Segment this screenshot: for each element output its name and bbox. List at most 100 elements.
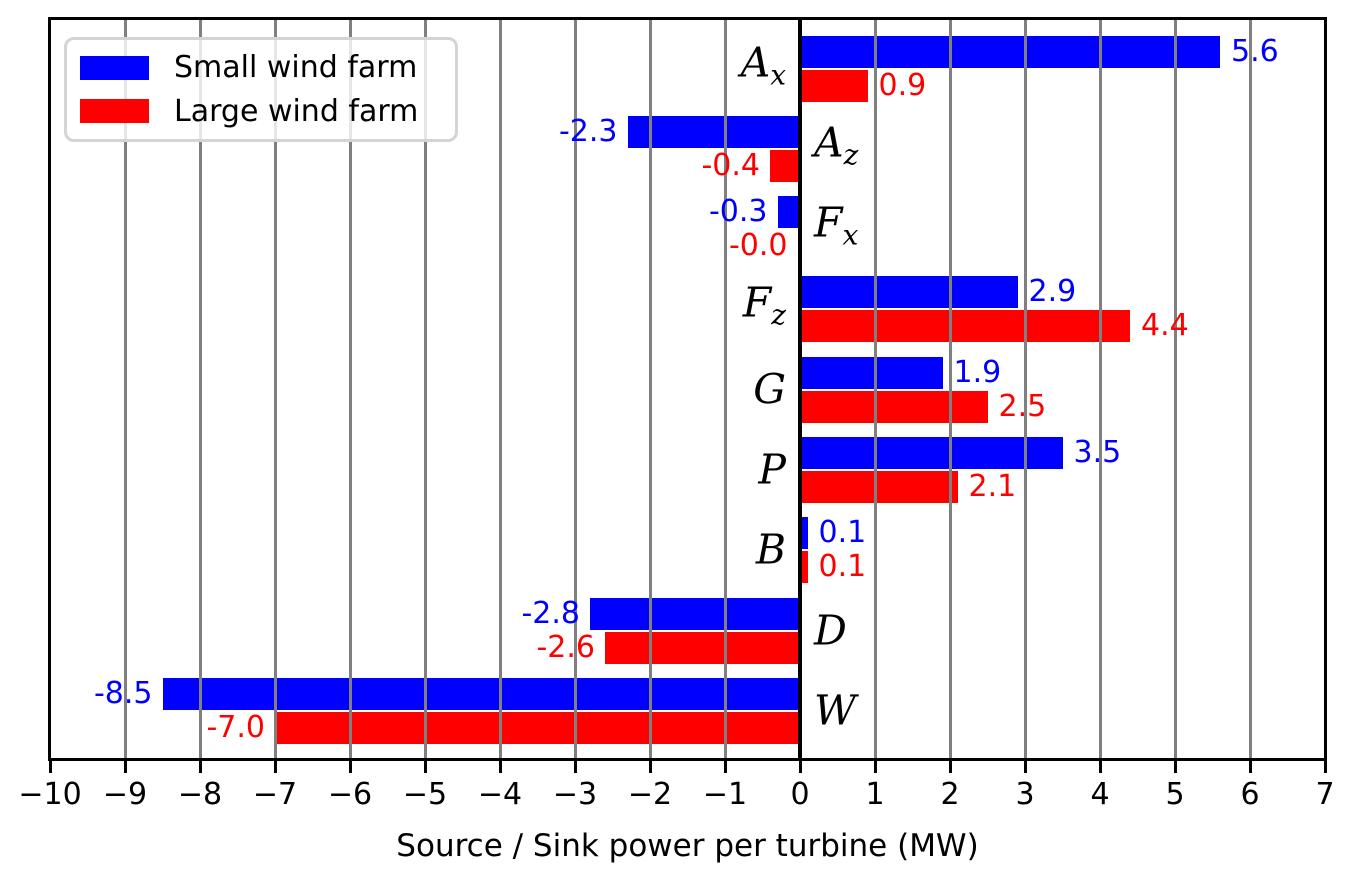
- value-label-small-D: -2.8: [521, 595, 580, 631]
- x-tick--2: [648, 761, 652, 773]
- x-tick--6: [348, 761, 352, 773]
- x-tick--8: [198, 761, 202, 773]
- gridline-6: [1248, 20, 1252, 758]
- category-label-B: B: [755, 525, 786, 574]
- value-label-large-A_z: -0.4: [701, 147, 760, 183]
- value-label-large-F_z: 4.4: [1141, 308, 1189, 344]
- x-tick--4: [498, 761, 502, 773]
- category-subscript: x: [770, 58, 786, 91]
- bar-large-B: [800, 551, 808, 584]
- x-tick-0: [798, 761, 802, 773]
- value-label-large-D: -2.6: [536, 629, 595, 665]
- x-tick-label-3: 3: [1015, 777, 1035, 812]
- value-label-large-F_x: -0.0: [728, 228, 788, 264]
- x-tick-label-7: 7: [1315, 777, 1335, 812]
- x-tick-4: [1098, 761, 1102, 773]
- category-subscript: z: [771, 298, 786, 332]
- zero-axis-line: [798, 20, 802, 758]
- bar-small-F_z: [800, 276, 1018, 309]
- legend-swatch-red: [80, 99, 149, 124]
- x-tick-6: [1248, 761, 1252, 773]
- gridline--6: [348, 20, 352, 758]
- x-tick-7: [1323, 761, 1327, 773]
- legend-label: Small wind farm: [174, 50, 418, 86]
- bar-small-P: [800, 437, 1063, 469]
- gridline--7: [273, 20, 277, 758]
- x-tick-label-1: 1: [865, 777, 885, 812]
- value-label-small-F_z: 2.9: [1028, 274, 1077, 310]
- category-subscript: x: [842, 218, 859, 252]
- gridline-5: [1173, 20, 1177, 758]
- x-tick-label-6: 6: [1240, 777, 1260, 812]
- value-label-large-G: 2.5: [998, 388, 1047, 424]
- bar-large-P: [800, 471, 958, 503]
- bar-small-D: [590, 597, 800, 630]
- x-axis-label: Source / Sink power per turbine (MW): [396, 828, 979, 864]
- value-label-small-G: 1.9: [953, 354, 1002, 390]
- bar-large-G: [800, 390, 988, 423]
- x-tick-label--7: −7: [252, 777, 298, 812]
- gridline--3: [573, 20, 577, 758]
- gridline--4: [498, 20, 502, 758]
- x-tick-5: [1173, 761, 1177, 773]
- x-tick-label--10: −10: [18, 777, 82, 812]
- x-tick-label-0: 0: [790, 777, 810, 812]
- gridline--1: [723, 20, 727, 758]
- bar-small-W: [162, 677, 800, 710]
- value-label-small-A_z: -2.3: [558, 113, 618, 149]
- bar-large-A_z: [770, 149, 800, 182]
- x-tick-label-5: 5: [1165, 777, 1185, 812]
- x-tick-label--4: −4: [477, 777, 523, 812]
- gridline-2: [948, 20, 952, 758]
- value-label-small-P: 3.5: [1073, 435, 1122, 470]
- x-tick-label--5: −5: [402, 777, 448, 812]
- x-tick-1: [873, 761, 877, 773]
- bar-large-D: [605, 631, 800, 664]
- bar-large-A_x: [800, 69, 868, 102]
- category-label-A_x: Ax: [740, 38, 786, 92]
- gridline-1: [873, 20, 877, 758]
- bar-small-A_z: [627, 115, 800, 148]
- x-tick-label--9: −9: [102, 777, 148, 812]
- value-label-small-B: 0.1: [818, 515, 867, 551]
- gridline--5: [423, 20, 427, 758]
- category-label-P: P: [758, 445, 786, 494]
- bar-small-G: [800, 356, 943, 389]
- category-label-G: G: [753, 365, 786, 414]
- legend-item-small-wind-farm: Small wind farm: [67, 50, 455, 85]
- bar-large-W: [275, 711, 800, 744]
- value-label-small-W: -8.5: [93, 675, 153, 711]
- x-tick-label--2: −2: [627, 777, 673, 812]
- value-label-large-A_x: 0.9: [878, 67, 927, 103]
- x-tick--9: [123, 761, 127, 773]
- legend: Small wind farm Large wind farm: [64, 37, 458, 142]
- x-tick--5: [423, 761, 427, 773]
- value-label-large-P: 2.1: [968, 469, 1017, 504]
- x-tick-label--6: −6: [327, 777, 373, 812]
- legend-swatch-blue: [80, 55, 149, 80]
- value-label-large-B: 0.1: [818, 549, 867, 585]
- value-label-small-F_x: -0.3: [708, 194, 768, 230]
- bar-large-F_z: [800, 310, 1130, 343]
- x-tick-label--8: −8: [177, 777, 223, 812]
- x-tick-label--3: −3: [552, 777, 598, 812]
- legend-item-large-wind-farm: Large wind farm: [67, 94, 455, 129]
- bar-small-B: [800, 517, 808, 550]
- category-label-F_z: Fz: [742, 278, 786, 332]
- category-subscript: z: [843, 138, 859, 172]
- bar-small-F_x: [777, 196, 800, 229]
- gridline--9: [123, 20, 127, 758]
- category-label-A_z: Az: [814, 118, 859, 172]
- x-tick-2: [948, 761, 952, 773]
- x-tick--10: [48, 761, 52, 773]
- x-tick--1: [723, 761, 727, 773]
- category-label-W: W: [814, 686, 857, 735]
- value-label-large-W: -7.0: [206, 709, 265, 745]
- x-tick-label-2: 2: [940, 777, 960, 812]
- x-tick-label--1: −1: [702, 777, 748, 812]
- x-tick--7: [273, 761, 277, 773]
- gridline-3: [1023, 20, 1027, 758]
- legend-label: Large wind farm: [174, 93, 419, 129]
- category-label-D: D: [814, 606, 847, 655]
